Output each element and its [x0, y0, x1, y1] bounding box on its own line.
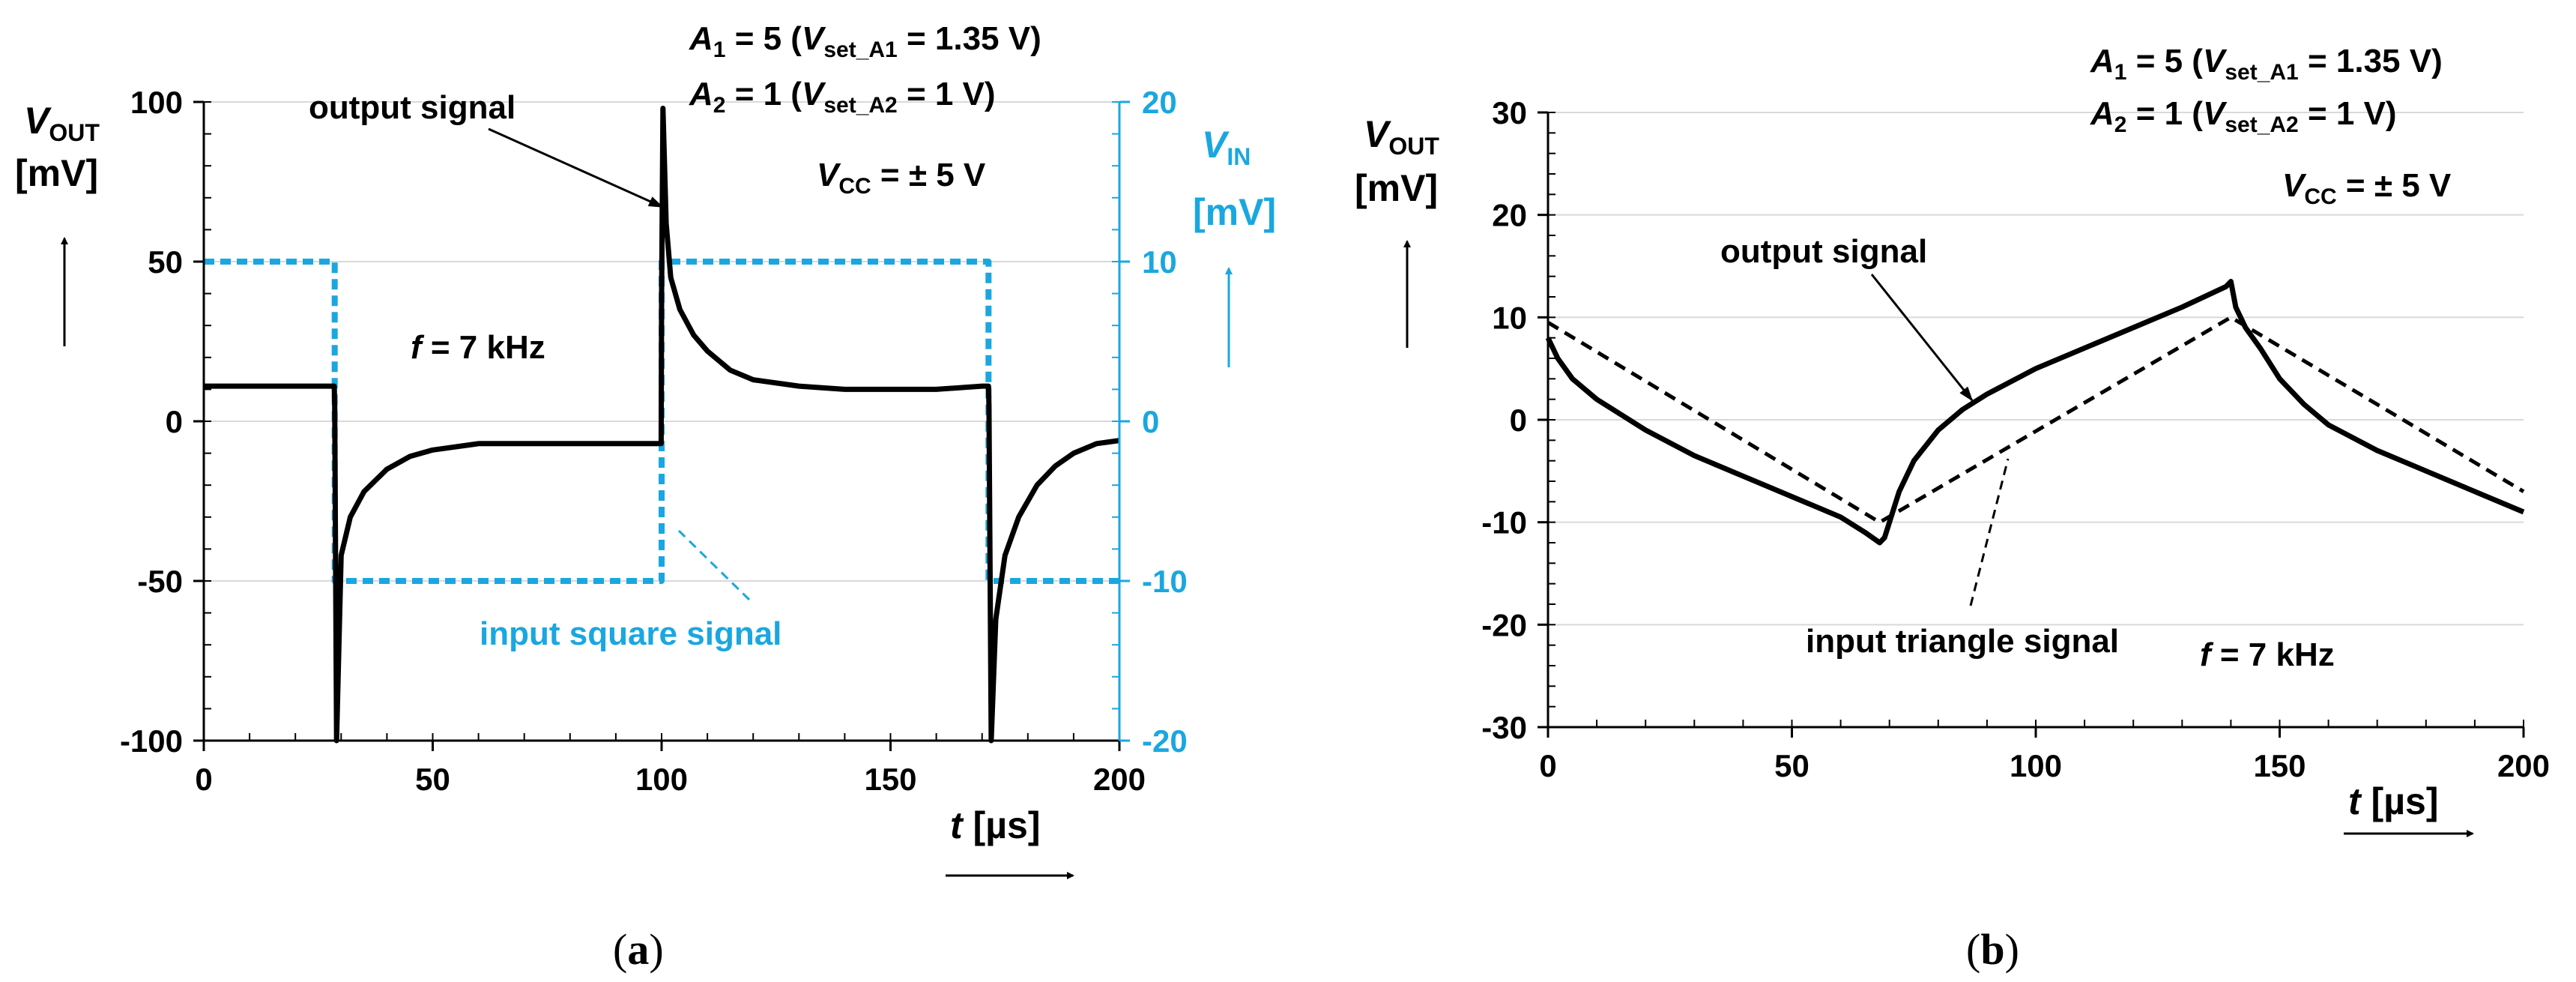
y-tick-label: -50 [137, 564, 183, 599]
y-tick-label: 50 [148, 244, 183, 280]
x-tick-label: 0 [195, 762, 212, 797]
y2-tick-label: 20 [1142, 85, 1177, 120]
y2-axis-label: VIN [1202, 124, 1251, 170]
y-axis-unit: [mV] [1355, 167, 1438, 209]
series-layer [1545, 279, 2525, 546]
annotation-a1: A1 = 5 (Vset_A1 = 1.35 V) [2090, 43, 2443, 85]
series-output-signal [204, 106, 1120, 744]
grid-lines [1548, 112, 2524, 626]
y-axis-label: VOUT [1364, 113, 1439, 160]
x-tick-label: 150 [2253, 748, 2306, 783]
x-tick-label: 100 [635, 762, 688, 797]
annotation-frequency: f = 7 kHz [411, 329, 545, 366]
annotation-frequency: f = 7 kHz [2200, 636, 2335, 673]
x-tick-labels: 0 50 100 150 200 [1539, 727, 2550, 783]
input-signal-pointer [1969, 458, 2010, 606]
series-input-triangle-signal [1546, 315, 2525, 525]
minor-ticks [1547, 112, 2524, 728]
annotation-a2: A2 = 1 (Vset_A2 = 1 V) [689, 76, 996, 118]
annotation-input-signal: input square signal [480, 615, 781, 652]
y-tick-label: 20 [1492, 198, 1527, 233]
y-tick-labels: 100 50 0 -50 -100 [120, 85, 204, 759]
x-tick-labels: 0 50 100 150 200 [195, 741, 1146, 797]
annotation-a2: A2 = 1 (Vset_A2 = 1 V) [2090, 95, 2397, 137]
x-tick-label: 100 [2010, 748, 2062, 783]
annotation-input-signal: input triangle signal [1806, 623, 2119, 660]
y-axis-unit: [mV] [15, 152, 98, 194]
annotation-vcc: VCC = ± 5 V [2282, 167, 2452, 209]
y-tick-label: 0 [1510, 403, 1527, 438]
x-tick-label: 200 [1093, 762, 1146, 797]
y-tick-label: 0 [166, 404, 183, 439]
y-tick-label: 10 [1492, 300, 1527, 335]
y2-tick-label: -10 [1142, 564, 1188, 599]
output-signal-pointer [1870, 274, 1974, 402]
y-tick-label: -30 [1481, 710, 1527, 745]
y-tick-label: 30 [1492, 95, 1527, 130]
y2-tick-label: 10 [1142, 244, 1177, 280]
x-tick-label: 50 [415, 762, 450, 797]
y2-axis-unit: [mV] [1193, 191, 1276, 233]
annotation-output-signal: output signal [1720, 233, 1927, 270]
x-tick-label: 200 [2497, 748, 2550, 783]
y-tick-label: -20 [1481, 607, 1527, 642]
y-tick-label: -100 [120, 723, 183, 759]
caption-b: (b) [1966, 925, 2019, 974]
x-axis-label: t [µs] [2348, 780, 2438, 822]
output-signal-pointer [488, 127, 664, 208]
x-tick-label: 0 [1539, 748, 1556, 783]
y2-tick-label: -20 [1142, 723, 1188, 759]
x-tick-label: 50 [1774, 748, 1809, 783]
x-tick-label: 150 [864, 762, 916, 797]
y-axis-label: VOUT [24, 100, 100, 146]
input-signal-pointer [677, 529, 751, 601]
x-axis-label: t [µs] [950, 804, 1040, 846]
annotation-a1: A1 = 5 (Vset_A1 = 1.35 V) [689, 20, 1041, 62]
series-layer [204, 106, 1120, 744]
y-tick-label: -10 [1481, 505, 1527, 540]
caption-a: (a) [613, 925, 664, 974]
y2-tick-labels: 20 10 0 -10 -20 [1119, 85, 1188, 759]
annotation-vcc: VCC = ± 5 V [817, 157, 986, 199]
y-tick-label: 100 [130, 85, 183, 120]
y2-tick-label: 0 [1142, 404, 1159, 439]
y-tick-labels: 30 20 10 0 -10 -20 -30 [1481, 95, 1548, 745]
series-output-signal [1545, 279, 2525, 546]
annotation-output-signal: output signal [309, 89, 515, 126]
